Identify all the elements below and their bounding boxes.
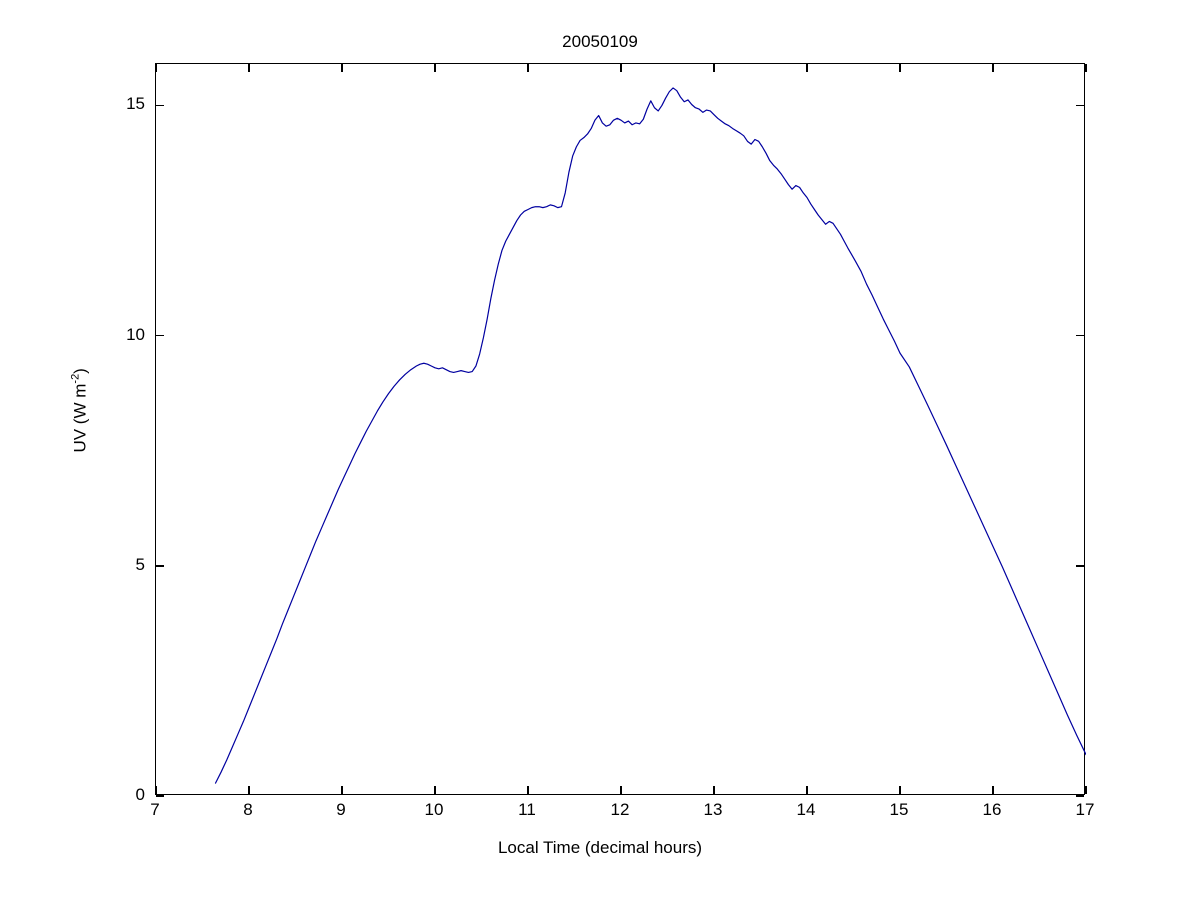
- x-axis-label: Local Time (decimal hours): [497, 838, 703, 857]
- x-tick-mark: [1085, 786, 1087, 794]
- x-tick-mark: [155, 786, 157, 794]
- y-axis-label-tail: ): [70, 368, 90, 374]
- y-axis-label-exponent: -2: [69, 373, 82, 384]
- x-tick-mark: [527, 786, 529, 794]
- y-tick-label: 5: [135, 554, 145, 574]
- x-tick-label: 17: [1075, 800, 1095, 819]
- x-tick-label: 13: [703, 800, 723, 819]
- x-tick-label: 7: [150, 800, 160, 819]
- y-tick-mark: [1076, 795, 1084, 797]
- x-tick-label: 14: [796, 800, 816, 819]
- x-tick-mark: [527, 64, 529, 72]
- y-tick-mark: [1076, 565, 1084, 567]
- data-line-chart: [214, 87, 1086, 784]
- x-tick-mark: [620, 64, 622, 72]
- y-tick-mark: [156, 565, 164, 567]
- x-tick-mark: [434, 64, 436, 72]
- x-tick-mark: [341, 64, 343, 72]
- x-tick-mark: [899, 64, 901, 72]
- x-tick-mark: [992, 64, 994, 72]
- x-tick-label: 12: [610, 800, 630, 819]
- y-tick-mark: [156, 795, 164, 797]
- x-tick-mark: [155, 64, 157, 72]
- x-tick-label: 16: [982, 800, 1002, 819]
- x-tick-label: 15: [889, 800, 909, 819]
- y-tick-mark: [156, 334, 164, 337]
- x-tick-label: 8: [243, 800, 253, 819]
- x-tick-mark: [899, 786, 901, 794]
- x-tick-mark: [341, 786, 343, 794]
- x-tick-mark: [434, 786, 436, 794]
- y-tick-mark: [156, 104, 164, 107]
- y-tick-label: 0: [135, 785, 145, 804]
- x-tick-mark: [806, 64, 808, 72]
- y-axis-label-base: UV (W m: [70, 383, 90, 453]
- y-tick-mark: [1076, 104, 1084, 107]
- x-tick-mark: [1085, 64, 1087, 72]
- y-axis-label: UV (W m-2): [70, 60, 91, 760]
- x-tick-mark: [248, 786, 250, 794]
- x-tick-mark: [992, 786, 994, 794]
- y-tick-label: 10: [126, 324, 145, 344]
- x-tick-label: 11: [518, 800, 536, 819]
- x-tick-mark: [713, 64, 715, 72]
- x-tick-mark: [806, 786, 808, 794]
- y-tick-label: 15: [126, 94, 145, 114]
- x-tick-mark: [713, 786, 715, 794]
- y-tick-mark: [1076, 334, 1084, 337]
- uv-irradiance-line: [214, 87, 1086, 784]
- x-tick-label: 9: [336, 800, 346, 819]
- plot-area: [155, 63, 1087, 797]
- page-title: 20050109: [562, 32, 638, 51]
- x-tick-mark: [620, 786, 622, 794]
- x-tick-mark: [248, 64, 250, 72]
- x-tick-label: 10: [424, 800, 444, 819]
